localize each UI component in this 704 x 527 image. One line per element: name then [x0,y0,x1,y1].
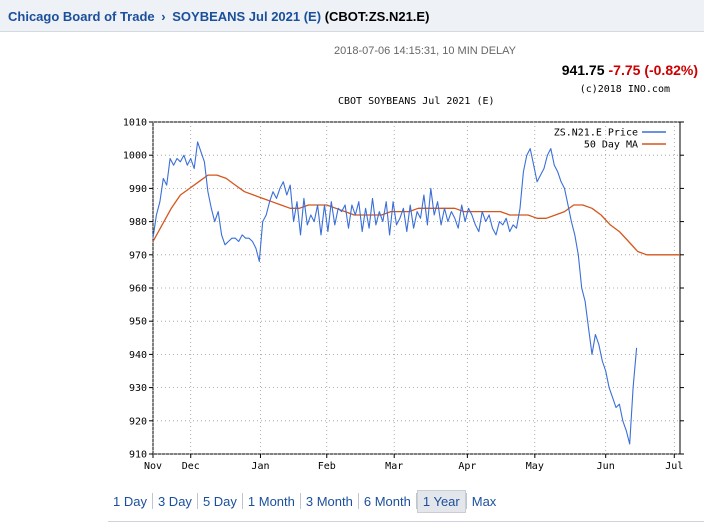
quote-timestamp: 2018-07-06 14:15:31, 10 MIN DELAY [334,45,517,57]
breadcrumb-exchange-link[interactable]: Chicago Board of Trade [8,9,155,24]
range-max[interactable]: Max [471,493,497,509]
price-chart: 910 920 930 940 950 960 970 980 990 1000 1010 Nov De… [123,118,684,472]
y-tick-label: 920 [129,416,147,427]
legend-label: 50 Day MA [584,140,638,151]
range-selector: 1 Day 3 Day 5 Day 1 Month 3 Month 6 Month 1 Ye… [108,489,501,513]
breadcrumb-symbol: (CBOT:ZS.N21.E) [324,9,430,24]
range-3-day[interactable]: 3 Day [157,493,192,509]
y-tick-label: 1000 [123,151,147,162]
x-tick-label: Mar [385,461,403,472]
range-3-month[interactable]: 3 Month [305,493,353,509]
y-tick-label: 970 [129,250,147,261]
x-tick-label: Apr [458,461,476,472]
copyright-label: (c)2018 INO.com [579,84,670,95]
range-separator [465,493,467,509]
breadcrumb-contract-link[interactable]: SOYBEANS Jul 2021 (E) [172,9,322,24]
range-1-month[interactable]: 1 Month [247,493,295,509]
range-separator [151,493,153,509]
breadcrumb-separator: › [161,9,166,24]
x-tick-label: Jan [251,461,269,472]
divider [108,521,704,522]
range-separator [299,493,301,509]
x-tick-label: Jul [665,461,683,472]
y-tick-label: 940 [129,350,147,361]
header-bar: Chicago Board of Trade › SOYBEANS Jul 20… [0,0,704,32]
x-tick-label: Nov [144,461,162,472]
y-tick-label: 910 [129,450,147,461]
quote-line: 941.75 -7.75 (-0.82%) [562,62,698,78]
range-1-year[interactable]: 1 Year [416,489,466,513]
range-separator [357,493,359,509]
legend-label: ZS.N21.E Price [554,128,638,139]
y-tick-label: 950 [129,317,147,328]
y-tick-label: 930 [129,383,147,394]
x-tick-label: May [526,461,544,472]
price-series-line [152,141,638,445]
y-tick-label: 960 [129,284,147,295]
breadcrumb: Chicago Board of Trade › SOYBEANS Jul 20… [8,9,429,24]
range-separator [415,493,417,509]
price-change: -7.75 (-0.82%) [608,62,698,78]
x-tick-label: Jun [597,461,615,472]
range-5-day[interactable]: 5 Day [202,493,237,509]
y-tick-label: 1010 [123,118,147,129]
range-1-day[interactable]: 1 Day [113,493,147,509]
ma-series-line [152,174,680,256]
y-tick-label: 990 [129,184,147,195]
range-separator [196,493,198,509]
range-separator [241,493,243,509]
x-tick-label: Dec [182,461,200,472]
chart-title: CBOT SOYBEANS Jul 2021 (E) [338,96,495,107]
range-6-month[interactable]: 6 Month [363,493,411,509]
x-tick-label: Feb [318,461,336,472]
y-tick-label: 980 [129,217,147,228]
plot-frame [152,121,681,455]
last-price: 941.75 [561,62,605,78]
